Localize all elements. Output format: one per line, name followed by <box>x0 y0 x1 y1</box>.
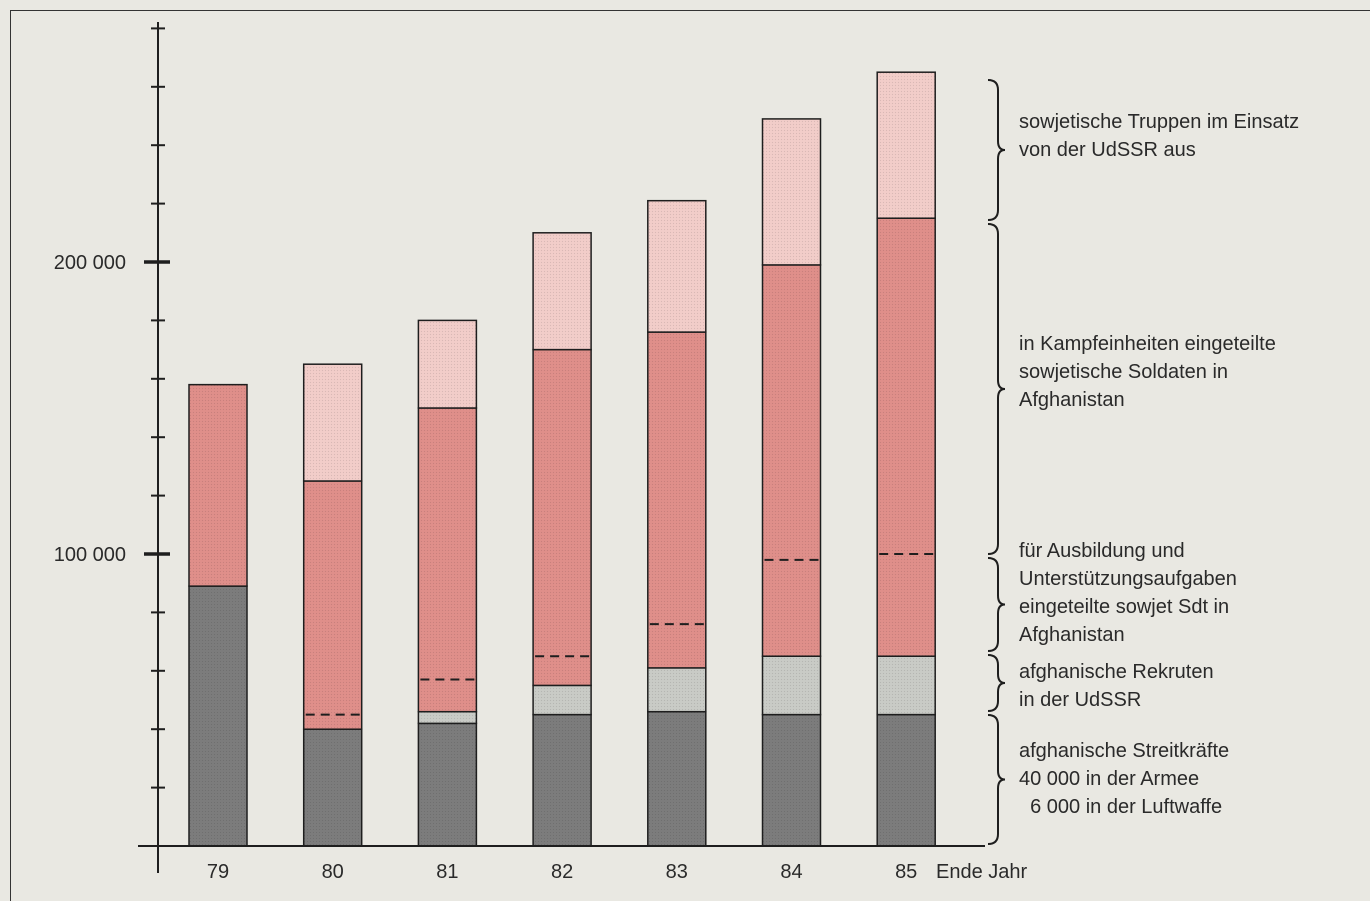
bar-streitkraefte-84 <box>761 713 822 847</box>
legend-line: sowjetische Soldaten in <box>1019 361 1229 383</box>
legend-line: sowjetische Truppen im Einsatz <box>1019 111 1300 133</box>
chart-frame <box>10 10 1370 901</box>
axes-group: 79 80 81 82 83 84 85 100 000 200 000 Ende Jahr <box>54 22 1028 883</box>
bar-rekruten-82 <box>532 684 592 716</box>
bar-rekruten-81 <box>417 710 478 725</box>
bar-udssr-84 <box>761 118 822 266</box>
bar-udssr-85 <box>876 71 936 219</box>
legend-brace-udssr <box>987 79 1006 221</box>
y-tick-label: 200 000 <box>54 252 126 274</box>
x-tick-label-81: 81 <box>436 861 458 883</box>
legend-brace-streitkraefte <box>987 714 1006 845</box>
bar-kampf-85 <box>876 217 936 657</box>
bar-rekruten-83 <box>647 667 707 713</box>
legend-line: afghanische Rekruten <box>1019 661 1214 683</box>
bar-streitkraefte-85 <box>876 713 936 847</box>
legend-entry-kampf: in Kampfeinheiten eingeteilte sowjetische… <box>1019 330 1276 414</box>
bar-udssr-82 <box>532 232 592 351</box>
x-tick-label-82: 82 <box>551 861 573 883</box>
x-tick-label-79: 79 <box>207 861 229 883</box>
bar-kampf-81 <box>417 407 478 713</box>
bar-kampf-84 <box>761 264 822 657</box>
legend-brace-rekruten <box>987 654 1006 712</box>
bar-streitkraefte-81 <box>417 722 478 847</box>
bar-rekruten-84 <box>761 655 822 716</box>
y-tick-label: 100 000 <box>54 544 126 566</box>
legend-line: Afghanistan <box>1019 389 1125 411</box>
legend-braces <box>987 79 1006 845</box>
x-tick-label-83: 83 <box>666 861 688 883</box>
legend-entry-udssr: sowjetische Truppen im Einsatz von der Ud… <box>1019 108 1299 164</box>
legend-line: für Ausbildung und <box>1019 540 1185 562</box>
bar-kampf-83 <box>647 331 707 669</box>
bar-udssr-83 <box>647 199 707 333</box>
legend-line: Unterstützungsaufgaben <box>1019 568 1237 590</box>
bar-kampf-79 <box>188 383 248 587</box>
legend-line: 6 000 in der Luftwaffe <box>1019 796 1223 818</box>
legend-line: eingeteilte sowjet Sdt in <box>1019 596 1230 618</box>
bar-kampf-82 <box>532 348 592 687</box>
legend-entry-rekruten: afghanische Rekruten in der UdSSR <box>1019 658 1214 714</box>
x-tick-label-84: 84 <box>780 861 802 883</box>
legend-line: von der UdSSR aus <box>1019 139 1196 161</box>
legend-entry-streitkraefte: afghanische Streitkräfte 40 000 in der Ar… <box>1019 737 1229 821</box>
legend-line: in der UdSSR <box>1019 689 1142 711</box>
legend-line: 40 000 in der Armee <box>1019 768 1200 790</box>
bar-rekruten-85 <box>876 655 936 716</box>
bar-streitkraefte-83 <box>647 710 707 847</box>
x-tick-label-85: 85 <box>895 861 917 883</box>
bar-udssr-81 <box>417 319 478 409</box>
bar-kampf-80 <box>302 480 363 730</box>
legend-line: afghanische Streitkräfte <box>1019 740 1230 762</box>
bar-udssr-80 <box>302 363 363 482</box>
legend-entry-ausbildung: für Ausbildung und Unterstützungsaufgaben… <box>1019 537 1237 649</box>
legend-brace-ausbildung <box>987 557 1006 652</box>
legend-line: Afghanistan <box>1019 624 1125 646</box>
legend-line: in Kampfeinheiten eingeteilte <box>1019 333 1276 355</box>
legend-brace-kampf <box>987 223 1006 555</box>
x-axis-label: Ende Jahr <box>936 861 1028 883</box>
bars-group <box>188 71 936 847</box>
bar-streitkraefte-79 <box>188 585 248 847</box>
bar-streitkraefte-80 <box>302 728 363 847</box>
bar-streitkraefte-82 <box>532 713 592 847</box>
x-tick-label-80: 80 <box>322 861 344 883</box>
